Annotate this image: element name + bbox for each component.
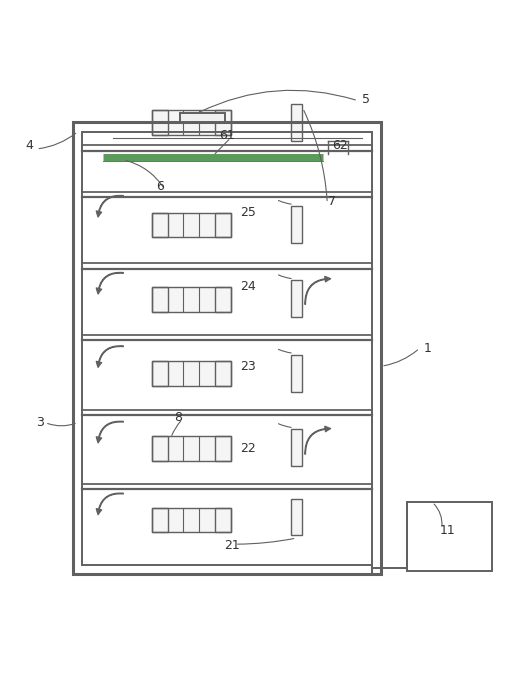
Bar xyxy=(215,110,231,134)
Bar xyxy=(215,213,231,237)
Text: 23: 23 xyxy=(240,359,255,372)
Bar xyxy=(291,429,302,466)
Bar xyxy=(291,104,302,141)
Bar xyxy=(215,287,231,311)
Bar xyxy=(152,436,231,460)
Bar xyxy=(152,362,231,386)
FancyArrowPatch shape xyxy=(96,421,123,443)
Text: 62: 62 xyxy=(332,139,348,152)
Bar xyxy=(215,508,231,532)
Bar xyxy=(152,110,231,134)
Text: 61: 61 xyxy=(219,129,235,141)
Text: 21: 21 xyxy=(224,539,240,552)
Bar xyxy=(152,508,231,532)
Text: 22: 22 xyxy=(240,442,255,455)
Bar xyxy=(215,436,231,460)
Bar xyxy=(291,206,302,243)
Text: 24: 24 xyxy=(240,280,255,293)
Text: 1: 1 xyxy=(424,342,431,355)
Bar xyxy=(73,122,381,574)
Bar xyxy=(291,499,302,536)
Text: 6: 6 xyxy=(156,180,165,193)
Bar xyxy=(152,213,231,237)
Bar xyxy=(83,132,372,565)
FancyArrowPatch shape xyxy=(96,493,123,514)
FancyArrowPatch shape xyxy=(96,272,123,294)
Text: 5: 5 xyxy=(362,93,370,106)
Text: 8: 8 xyxy=(174,411,183,424)
Text: 25: 25 xyxy=(240,206,255,219)
Text: 7: 7 xyxy=(328,196,336,209)
Bar xyxy=(407,502,492,571)
Bar xyxy=(152,110,168,134)
FancyArrowPatch shape xyxy=(96,346,123,368)
Bar xyxy=(152,287,231,311)
Bar xyxy=(291,281,302,318)
Text: 11: 11 xyxy=(440,524,456,537)
Bar xyxy=(215,362,231,386)
Text: 4: 4 xyxy=(26,139,34,152)
Bar xyxy=(152,508,168,532)
Bar xyxy=(152,287,168,311)
Bar xyxy=(152,362,168,386)
Bar xyxy=(152,213,168,237)
Bar xyxy=(291,355,302,392)
FancyArrowPatch shape xyxy=(305,276,331,305)
Text: 3: 3 xyxy=(36,416,44,429)
Bar xyxy=(152,436,168,460)
Bar xyxy=(180,113,225,122)
FancyArrowPatch shape xyxy=(96,196,123,217)
FancyArrowPatch shape xyxy=(305,426,331,454)
